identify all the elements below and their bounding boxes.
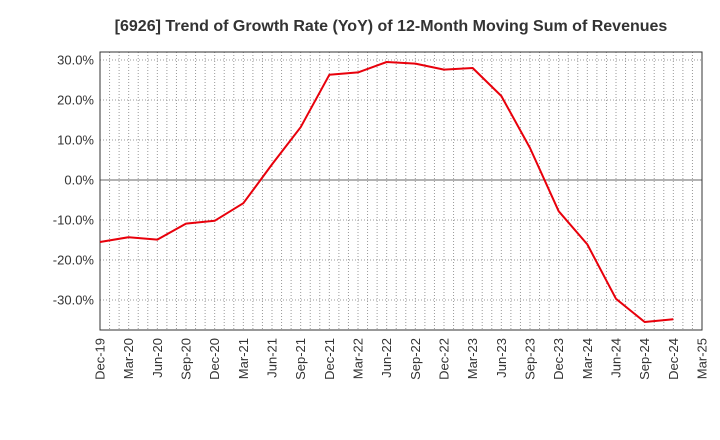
series-line: [99, 61, 674, 323]
x-tick-label: Sep-22: [408, 338, 423, 380]
x-tick-label: Sep-21: [293, 338, 308, 380]
x-tick-label: Mar-22: [351, 338, 366, 379]
x-tick-label: Dec-20: [207, 338, 222, 380]
x-axis: Dec-19 Mar-20 Jun-20 Sep-20 Dec-20 Mar-21 Jun-…: [93, 338, 710, 380]
chart-title: [6926] Trend of Growth Rate (YoY) of 12-…: [115, 18, 668, 35]
x-tick-label: Sep-20: [179, 338, 194, 380]
y-tick-label: -10.0%: [53, 213, 95, 228]
x-tick-label: Sep-23: [523, 338, 538, 380]
y-tick-label: -20.0%: [53, 253, 95, 268]
y-tick-label: 30.0%: [57, 53, 94, 68]
x-tick-label: Jun-23: [494, 338, 509, 378]
grid: [99, 52, 703, 330]
x-tick-label: Mar-20: [121, 338, 136, 379]
x-tick-label: Mar-23: [465, 338, 480, 379]
x-tick-label: Mar-24: [580, 338, 595, 379]
x-tick-label: Dec-23: [551, 338, 566, 380]
x-tick-label: Mar-25: [695, 338, 710, 379]
y-tick-label: 10.0%: [57, 133, 94, 148]
y-tick-label: 20.0%: [57, 93, 94, 108]
y-tick-label: 0.0%: [64, 173, 94, 188]
x-tick-label: Jun-21: [265, 338, 280, 378]
y-tick-label: -30.0%: [53, 293, 95, 308]
x-tick-label: Dec-24: [666, 338, 681, 380]
x-tick-label: Mar-21: [236, 338, 251, 379]
x-tick-label: Jun-22: [379, 338, 394, 378]
x-tick-label: Jun-20: [150, 338, 165, 378]
x-tick-label: Dec-21: [322, 338, 337, 380]
x-tick-label: Sep-24: [637, 338, 652, 380]
y-axis: 30.0% 20.0% 10.0% 0.0% -10.0% -20.0% -30.0%: [53, 53, 95, 308]
x-tick-label: Jun-24: [609, 338, 624, 378]
x-tick-label: Dec-22: [437, 338, 452, 380]
plot-frame: [99, 51, 703, 331]
x-tick-label: Dec-19: [93, 338, 108, 380]
